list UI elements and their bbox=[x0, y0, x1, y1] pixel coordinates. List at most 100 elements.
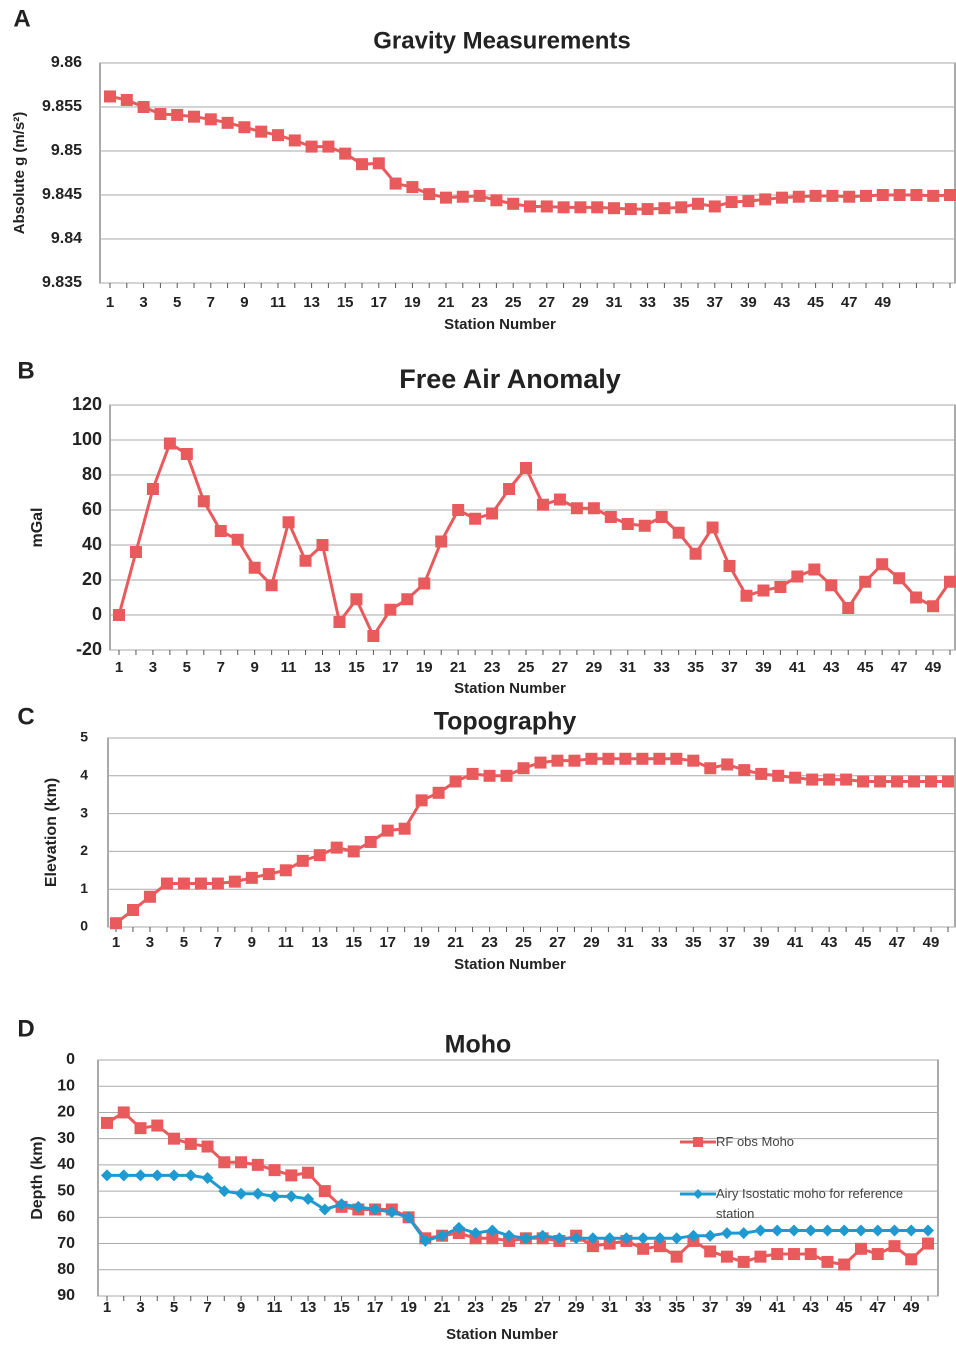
marker bbox=[860, 189, 872, 202]
marker bbox=[653, 752, 666, 765]
marker bbox=[771, 1248, 784, 1261]
marker bbox=[874, 775, 887, 788]
x-tick-label: 35 bbox=[673, 294, 690, 311]
panel-letter: D bbox=[17, 1015, 34, 1042]
y-tick-label: 1 bbox=[80, 880, 88, 896]
x-tick-label: 1 bbox=[106, 294, 114, 311]
marker bbox=[134, 1122, 147, 1135]
y-tick-label: 60 bbox=[57, 1209, 75, 1226]
x-tick-label: 9 bbox=[251, 659, 259, 676]
x-tick-label: 23 bbox=[471, 294, 488, 311]
x-tick-label: 47 bbox=[841, 294, 858, 311]
marker bbox=[927, 600, 940, 613]
marker bbox=[469, 512, 482, 525]
marker bbox=[469, 1227, 482, 1240]
data-line bbox=[109, 94, 951, 211]
marker bbox=[804, 1224, 817, 1237]
marker bbox=[871, 1248, 884, 1261]
marker bbox=[330, 841, 343, 854]
x-axis-label: Station Number bbox=[454, 680, 566, 697]
y-tick-label: 50 bbox=[57, 1182, 75, 1199]
panel-letter: A bbox=[13, 5, 30, 32]
marker bbox=[551, 754, 564, 767]
marker bbox=[708, 200, 721, 213]
marker bbox=[507, 197, 520, 210]
marker bbox=[587, 502, 600, 515]
y-tick-label: 70 bbox=[57, 1235, 75, 1252]
marker bbox=[452, 1221, 465, 1234]
marker bbox=[787, 1224, 800, 1237]
marker bbox=[188, 110, 200, 123]
x-tick-label: 47 bbox=[869, 1299, 886, 1316]
marker bbox=[134, 1169, 147, 1182]
marker bbox=[419, 1234, 432, 1247]
marker bbox=[364, 835, 377, 848]
marker bbox=[302, 1192, 315, 1205]
marker bbox=[104, 90, 116, 103]
x-tick-label: 37 bbox=[719, 934, 736, 951]
marker bbox=[288, 134, 301, 147]
x-tick-label: 27 bbox=[538, 294, 555, 311]
marker bbox=[655, 511, 668, 523]
marker bbox=[402, 1211, 415, 1224]
marker bbox=[821, 1224, 834, 1237]
x-tick-label: 45 bbox=[807, 294, 824, 311]
marker bbox=[704, 1245, 717, 1258]
marker bbox=[381, 824, 394, 837]
x-tick-label: 11 bbox=[267, 1299, 283, 1316]
x-axis-label: Station Number bbox=[444, 316, 556, 333]
x-tick-label: 39 bbox=[735, 1299, 752, 1316]
marker bbox=[120, 93, 133, 106]
x-tick-label: 43 bbox=[774, 294, 791, 311]
x-tick-label: 19 bbox=[404, 294, 421, 311]
x-tick-label: 15 bbox=[348, 659, 365, 676]
marker bbox=[524, 200, 536, 213]
marker bbox=[369, 1203, 382, 1216]
marker bbox=[653, 1232, 666, 1245]
marker bbox=[759, 193, 772, 206]
marker bbox=[245, 871, 258, 884]
marker bbox=[251, 1187, 264, 1200]
marker bbox=[672, 526, 685, 539]
marker bbox=[586, 1240, 599, 1253]
y-tick-label: 0 bbox=[80, 918, 88, 934]
x-tick-label: 41 bbox=[789, 659, 806, 676]
plot-area bbox=[109, 404, 956, 651]
marker bbox=[279, 864, 292, 877]
x-tick-label: 23 bbox=[484, 659, 501, 676]
marker bbox=[754, 1250, 767, 1263]
marker bbox=[619, 752, 632, 765]
marker bbox=[486, 1224, 499, 1237]
marker bbox=[110, 917, 122, 930]
x-tick-label: 5 bbox=[170, 1299, 178, 1316]
marker bbox=[754, 1224, 767, 1237]
marker bbox=[313, 849, 326, 862]
marker bbox=[432, 786, 445, 799]
legend-marker bbox=[693, 1137, 703, 1147]
marker bbox=[670, 1250, 683, 1263]
marker bbox=[333, 616, 346, 628]
x-tick-label: 29 bbox=[572, 294, 589, 311]
marker bbox=[574, 201, 587, 214]
x-tick-label: 31 bbox=[617, 934, 634, 951]
x-tick-label: 5 bbox=[180, 934, 188, 951]
marker bbox=[737, 1255, 750, 1268]
marker bbox=[214, 525, 227, 537]
marker bbox=[265, 579, 278, 592]
marker bbox=[771, 1224, 784, 1237]
x-tick-label: 7 bbox=[217, 659, 225, 676]
marker bbox=[843, 190, 856, 203]
marker bbox=[184, 1169, 197, 1182]
x-tick-label: 13 bbox=[300, 1299, 317, 1316]
marker bbox=[347, 845, 360, 858]
y-tick-label: 9.86 bbox=[51, 54, 82, 71]
marker bbox=[757, 584, 770, 597]
marker bbox=[787, 1248, 800, 1261]
marker bbox=[520, 462, 533, 474]
marker bbox=[922, 1237, 934, 1250]
marker bbox=[944, 189, 956, 201]
marker bbox=[821, 1255, 834, 1268]
x-tick-label: 17 bbox=[367, 1299, 384, 1316]
marker bbox=[910, 591, 923, 604]
y-axis-label: Elevation (km) bbox=[43, 778, 60, 887]
